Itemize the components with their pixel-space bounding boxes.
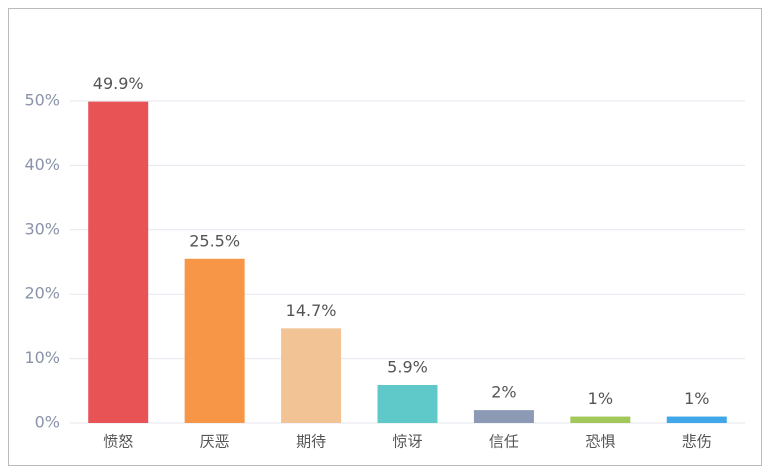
value-label: 49.9% — [93, 74, 144, 93]
x-tick-label: 信任 — [489, 433, 519, 451]
x-tick-label: 期待 — [296, 433, 326, 451]
x-tick-label: 愤怒 — [103, 433, 133, 451]
value-label: 1% — [684, 389, 709, 408]
y-tick-label: 20% — [24, 284, 60, 303]
bar — [281, 328, 342, 423]
value-label: 1% — [588, 389, 613, 408]
y-tick-label: 10% — [24, 348, 60, 367]
bar — [666, 416, 727, 423]
x-tick-label: 惊讶 — [392, 433, 422, 451]
x-tick-label: 恐惧 — [585, 433, 615, 451]
y-tick-label: 0% — [35, 413, 60, 432]
value-label: 14.7% — [286, 301, 337, 320]
y-tick-label: 50% — [24, 91, 60, 110]
value-label: 25.5% — [189, 231, 240, 250]
y-tick-label: 40% — [24, 155, 60, 174]
bar — [88, 101, 149, 424]
x-tick-label: 厌恶 — [200, 433, 230, 451]
bar — [377, 385, 438, 423]
bar — [473, 410, 534, 423]
y-tick-label: 30% — [24, 219, 60, 238]
bar — [184, 258, 245, 423]
x-tick-label: 悲伤 — [682, 433, 712, 451]
value-label: 2% — [491, 383, 516, 402]
bar — [570, 416, 631, 423]
value-label: 5.9% — [387, 358, 428, 377]
